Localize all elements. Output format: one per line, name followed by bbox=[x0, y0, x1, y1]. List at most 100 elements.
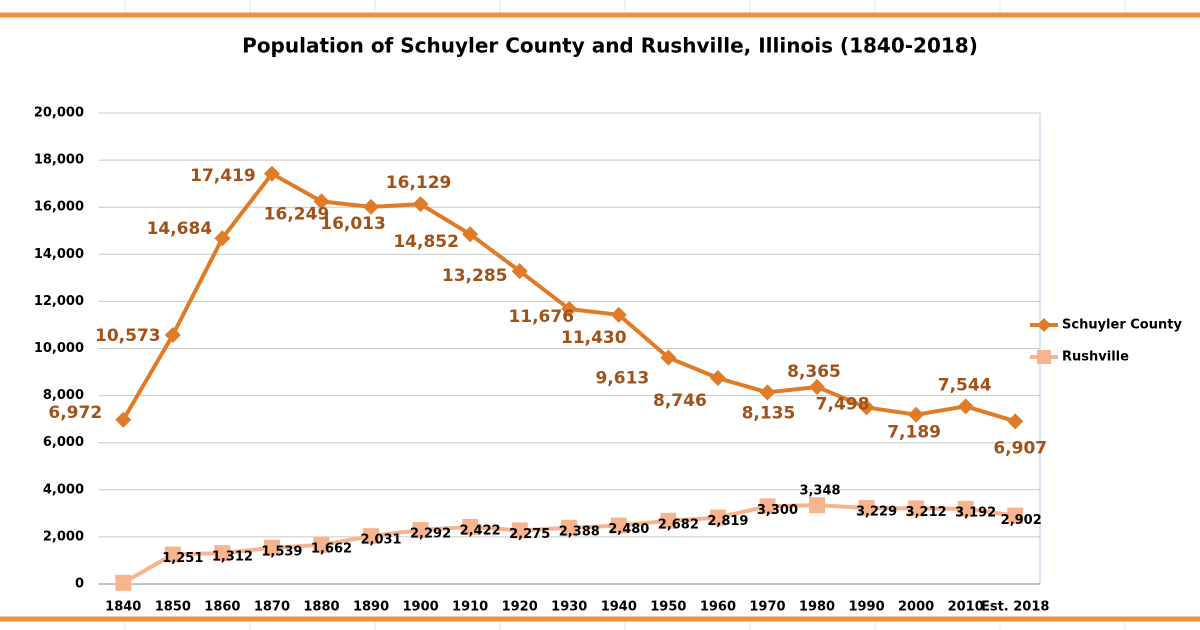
data-label: 6,972 bbox=[48, 403, 102, 423]
x-tick-label: 1860 bbox=[204, 600, 240, 615]
data-label: 2,819 bbox=[707, 514, 748, 529]
legend-marker bbox=[1037, 350, 1051, 364]
marker bbox=[1007, 507, 1024, 524]
marker bbox=[313, 536, 330, 553]
x-tick-label: 1940 bbox=[601, 600, 637, 615]
marker bbox=[561, 519, 578, 536]
x-tick-label: 1930 bbox=[551, 600, 587, 615]
data-label: 1,539 bbox=[261, 544, 302, 559]
x-tick-label: 2000 bbox=[898, 600, 934, 615]
x-tick-label: 1890 bbox=[353, 600, 389, 615]
marker bbox=[957, 500, 974, 517]
x-tick-label: Est. 2018 bbox=[981, 600, 1049, 615]
marker bbox=[363, 198, 380, 215]
legend-label: Schuyler County bbox=[1062, 318, 1182, 333]
marker bbox=[462, 226, 479, 243]
data-label: 8,746 bbox=[653, 391, 707, 411]
data-label: 14,852 bbox=[393, 232, 459, 252]
marker bbox=[214, 545, 231, 562]
marker bbox=[313, 193, 330, 210]
marker bbox=[1007, 413, 1024, 430]
y-tick-label: 14,000 bbox=[34, 247, 84, 262]
marker bbox=[660, 349, 677, 366]
y-tick-label: 20,000 bbox=[34, 106, 84, 121]
x-tick-label: 1870 bbox=[254, 600, 290, 615]
data-label: 2,902 bbox=[1001, 513, 1042, 528]
data-label: 1,662 bbox=[311, 541, 352, 556]
y-tick-label: 10,000 bbox=[34, 341, 84, 356]
x-tick-label: 1970 bbox=[749, 600, 785, 615]
marker bbox=[957, 398, 974, 415]
data-label: 2,422 bbox=[460, 523, 501, 538]
marker bbox=[561, 301, 578, 318]
x-tick-label: 1900 bbox=[402, 600, 438, 615]
x-tick-label: 1980 bbox=[799, 600, 835, 615]
x-tick-label: 1990 bbox=[848, 600, 884, 615]
marker bbox=[809, 497, 826, 514]
data-label: 1,251 bbox=[162, 551, 203, 566]
data-label: 17,419 bbox=[190, 166, 256, 186]
data-label: 3,348 bbox=[799, 484, 840, 499]
marker bbox=[908, 406, 925, 423]
data-label: 2,275 bbox=[509, 527, 550, 542]
y-tick-label: 16,000 bbox=[34, 200, 84, 215]
x-tick-label: 1850 bbox=[155, 600, 191, 615]
x-tick-label: 1920 bbox=[502, 600, 538, 615]
chart-area bbox=[0, 16, 1200, 620]
data-label: 3,229 bbox=[856, 504, 897, 519]
data-label: 2,031 bbox=[360, 533, 401, 548]
marker bbox=[709, 509, 726, 526]
y-tick-label: 0 bbox=[75, 577, 84, 592]
legend-label: Rushville bbox=[1062, 350, 1129, 365]
marker bbox=[263, 165, 280, 182]
y-tick-label: 18,000 bbox=[34, 153, 84, 168]
marker bbox=[660, 512, 677, 529]
data-label: 2,292 bbox=[410, 527, 451, 542]
y-tick-label: 12,000 bbox=[34, 294, 84, 309]
y-tick-label: 4,000 bbox=[43, 482, 84, 497]
x-tick-label: 1910 bbox=[452, 600, 488, 615]
y-tick-label: 2,000 bbox=[43, 529, 84, 544]
legend-marker bbox=[1037, 318, 1051, 332]
data-label: 9,613 bbox=[595, 369, 649, 389]
data-label: 3,300 bbox=[757, 503, 798, 518]
data-label: 3,212 bbox=[906, 505, 947, 520]
data-label: 7,498 bbox=[816, 394, 870, 414]
marker bbox=[759, 498, 776, 515]
x-tick-label: 1950 bbox=[650, 600, 686, 615]
marker bbox=[709, 370, 726, 387]
marker bbox=[610, 306, 627, 323]
data-label: 14,684 bbox=[147, 219, 213, 239]
data-label: 6,907 bbox=[993, 438, 1047, 458]
marker bbox=[908, 500, 925, 517]
x-tick-label: 2010 bbox=[948, 600, 984, 615]
data-label: 16,249 bbox=[264, 204, 330, 224]
data-label: 8,365 bbox=[787, 362, 841, 382]
x-tick-label: 1840 bbox=[105, 600, 141, 615]
data-label: 10,573 bbox=[95, 326, 161, 346]
marker bbox=[115, 574, 132, 591]
data-label: 2,388 bbox=[559, 524, 600, 539]
data-label: 16,129 bbox=[386, 173, 452, 193]
x-tick-label: 1960 bbox=[700, 600, 736, 615]
chart-title: Population of Schuyler County and Rushvi… bbox=[242, 34, 978, 58]
y-tick-label: 6,000 bbox=[43, 435, 84, 450]
y-tick-label: 8,000 bbox=[43, 388, 84, 403]
marker bbox=[164, 327, 181, 344]
data-label: 8,135 bbox=[742, 403, 796, 423]
data-label: 13,285 bbox=[442, 266, 508, 286]
marker bbox=[115, 411, 132, 428]
data-label: 11,430 bbox=[561, 328, 627, 348]
marker bbox=[610, 517, 627, 534]
marker bbox=[511, 263, 528, 280]
data-label: 7,544 bbox=[938, 375, 992, 395]
marker bbox=[462, 518, 479, 535]
marker bbox=[412, 522, 429, 539]
marker bbox=[511, 522, 528, 539]
marker bbox=[164, 546, 181, 563]
x-tick-label: 1880 bbox=[303, 600, 339, 615]
data-label: 11,676 bbox=[508, 307, 574, 327]
marker bbox=[809, 379, 826, 396]
data-label: 2,480 bbox=[608, 522, 649, 537]
